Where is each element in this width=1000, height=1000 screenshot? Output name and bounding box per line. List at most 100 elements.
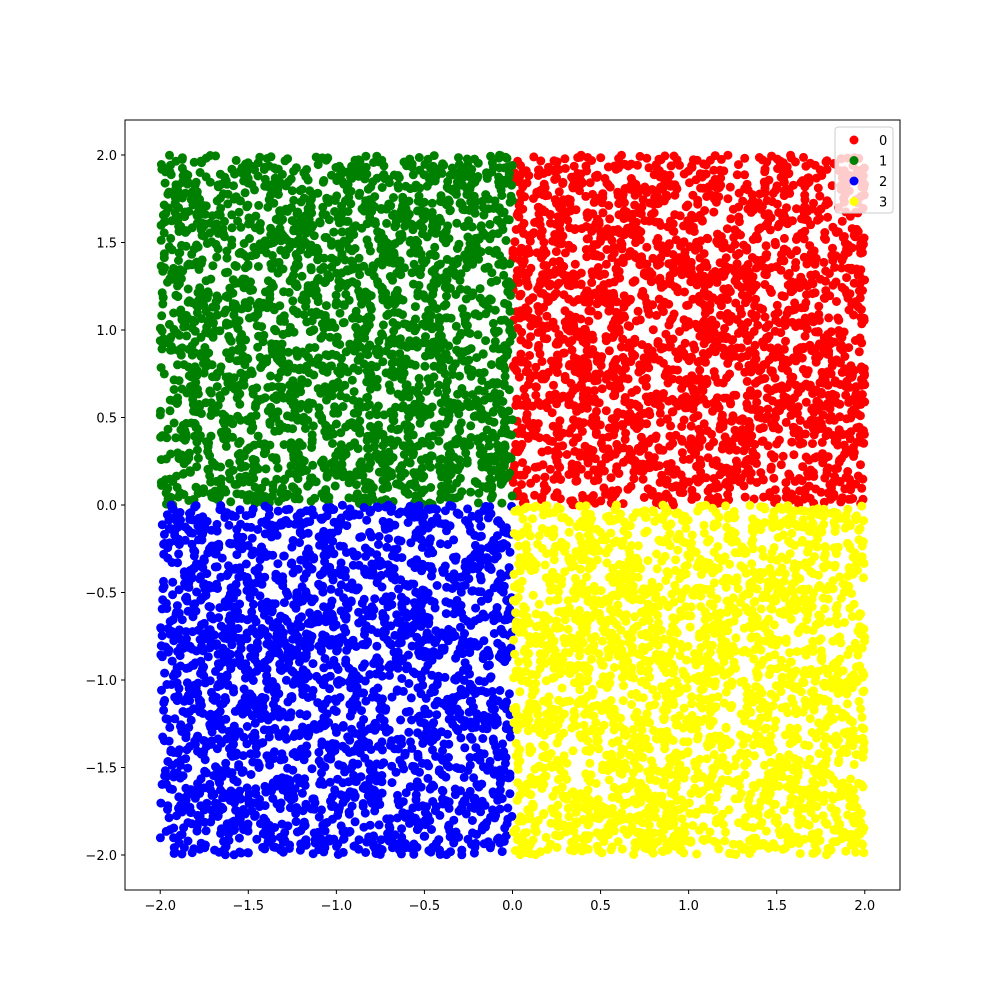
data-point xyxy=(819,257,829,267)
data-point xyxy=(229,194,239,204)
data-point xyxy=(327,361,336,371)
data-point xyxy=(424,173,434,183)
data-point xyxy=(487,428,497,438)
data-point xyxy=(162,433,172,443)
data-point xyxy=(434,313,444,322)
data-point xyxy=(272,395,282,404)
data-point xyxy=(707,315,717,325)
data-point xyxy=(478,409,488,419)
data-point xyxy=(421,332,430,342)
data-point xyxy=(604,278,614,288)
data-point xyxy=(777,385,787,395)
data-point xyxy=(583,458,593,468)
data-point xyxy=(156,363,166,373)
data-point xyxy=(796,320,806,330)
data-point xyxy=(271,453,281,463)
data-point xyxy=(653,241,663,251)
data-point xyxy=(260,236,270,246)
data-point xyxy=(229,181,238,191)
data-point xyxy=(345,339,355,349)
data-point xyxy=(212,252,222,262)
data-point xyxy=(664,466,674,476)
data-point xyxy=(715,165,725,175)
data-point xyxy=(656,417,665,427)
data-point xyxy=(158,338,168,348)
data-point xyxy=(260,477,270,487)
data-point xyxy=(540,472,550,482)
data-point xyxy=(351,306,361,316)
data-point xyxy=(312,243,322,253)
data-point xyxy=(467,365,477,375)
data-point xyxy=(723,194,733,204)
data-point xyxy=(755,303,765,313)
data-point xyxy=(852,423,862,433)
data-point xyxy=(833,313,843,323)
data-point xyxy=(779,177,789,187)
data-point xyxy=(699,271,709,281)
data-point xyxy=(246,425,256,435)
data-point xyxy=(589,394,599,403)
data-point xyxy=(261,357,271,367)
data-point xyxy=(844,397,854,407)
data-point xyxy=(235,334,245,344)
data-point xyxy=(361,314,371,324)
data-point xyxy=(331,419,341,429)
data-point xyxy=(332,257,341,267)
data-point xyxy=(821,157,831,167)
data-point xyxy=(349,387,359,397)
data-point xyxy=(607,253,617,263)
data-point xyxy=(308,189,318,199)
data-point xyxy=(307,430,317,440)
data-point xyxy=(734,188,744,198)
data-point xyxy=(277,354,287,364)
data-point xyxy=(451,290,461,299)
data-point xyxy=(206,477,216,487)
data-point xyxy=(692,237,702,247)
data-point xyxy=(533,284,543,294)
data-point xyxy=(457,354,467,364)
data-point xyxy=(849,451,859,461)
data-point xyxy=(581,330,591,339)
data-point xyxy=(357,204,367,214)
data-point xyxy=(611,412,621,422)
data-point xyxy=(837,255,847,265)
data-point xyxy=(332,332,342,342)
data-point xyxy=(747,190,757,200)
data-point xyxy=(724,317,734,326)
data-point xyxy=(749,283,759,293)
data-point xyxy=(470,309,480,319)
data-point xyxy=(505,336,515,346)
data-point xyxy=(790,305,800,314)
data-point xyxy=(760,374,770,383)
data-point xyxy=(787,437,797,447)
data-point xyxy=(677,448,687,458)
data-point xyxy=(301,349,311,359)
data-point xyxy=(614,327,624,337)
data-point xyxy=(802,259,812,269)
data-point xyxy=(660,371,670,381)
data-point xyxy=(544,270,554,280)
data-point xyxy=(625,400,635,410)
data-point xyxy=(313,384,323,394)
data-point xyxy=(261,464,271,474)
data-point xyxy=(841,445,851,454)
data-point xyxy=(415,183,425,193)
data-point xyxy=(809,198,818,208)
data-point xyxy=(248,285,258,295)
data-point xyxy=(497,191,507,200)
data-point xyxy=(233,216,243,226)
data-point xyxy=(859,429,869,439)
data-point xyxy=(792,204,801,214)
data-point xyxy=(817,171,827,180)
data-point xyxy=(834,326,844,335)
data-point xyxy=(484,169,494,179)
data-point xyxy=(725,470,735,480)
data-point xyxy=(570,225,580,235)
data-point xyxy=(310,493,320,503)
data-point xyxy=(455,166,465,176)
data-point xyxy=(504,385,514,395)
data-point xyxy=(423,211,433,221)
data-point xyxy=(590,376,600,386)
data-point xyxy=(772,154,782,164)
data-point xyxy=(669,309,679,319)
